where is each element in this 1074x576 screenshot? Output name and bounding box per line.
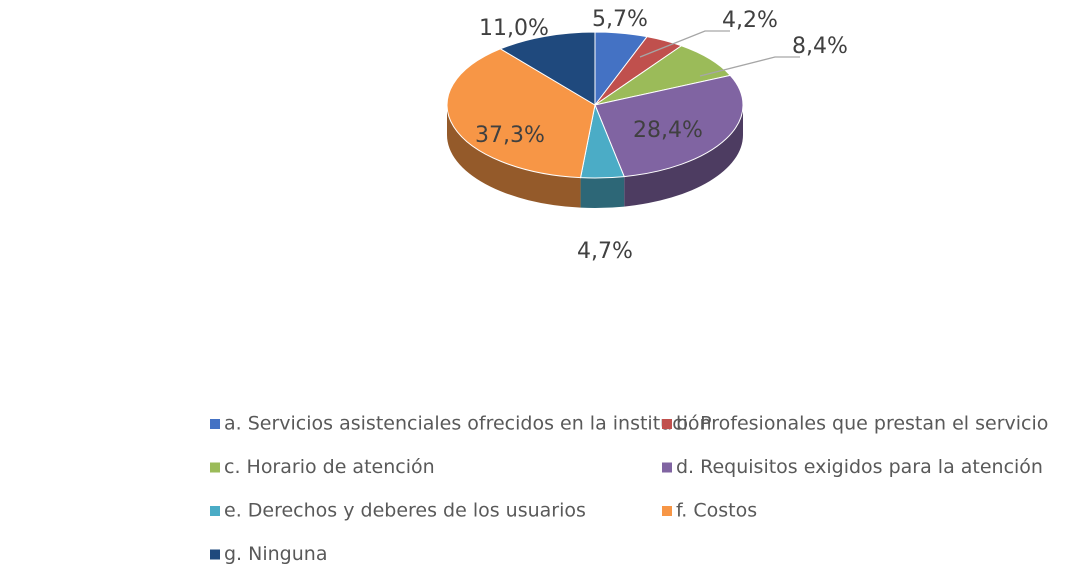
- pie-side: [447, 105, 581, 208]
- data-label: 5,7%: [592, 7, 648, 32]
- legend-marker: [210, 506, 220, 516]
- legend-label: b. Profesionales que prestan el servicio: [676, 413, 1048, 435]
- legend-label: e. Derechos y deberes de los usuarios: [224, 500, 586, 522]
- legend-marker: [210, 462, 220, 473]
- data-label: 11,0%: [479, 16, 549, 41]
- data-label: 4,7%: [577, 239, 633, 264]
- legend-marker: [210, 419, 220, 429]
- legend-label: f. Costos: [676, 500, 757, 522]
- legend-label: a. Servicios asistenciales ofrecidos en …: [224, 413, 712, 435]
- pie-slice: [594, 74, 744, 178]
- pie-side: [580, 176, 625, 208]
- leader-line: [639, 30, 730, 58]
- legend-label: c. Horario de atención: [224, 456, 435, 478]
- legend-marker: [662, 462, 672, 473]
- legend-marker: [662, 419, 672, 429]
- legend-marker: [662, 506, 672, 516]
- legend-label: d. Requisitos exigidos para la atención: [676, 456, 1043, 478]
- pie-slice: [499, 31, 596, 106]
- data-label: 4,2%: [722, 8, 778, 33]
- pie-side: [624, 105, 743, 207]
- legend-marker: [210, 549, 220, 560]
- leader-line: [699, 56, 800, 77]
- data-label: 28,4%: [633, 118, 703, 143]
- data-label: 37,3%: [475, 123, 545, 148]
- legend-label: g. Ninguna: [224, 543, 327, 565]
- pie-slice: [446, 48, 596, 179]
- data-label: 8,4%: [792, 34, 848, 59]
